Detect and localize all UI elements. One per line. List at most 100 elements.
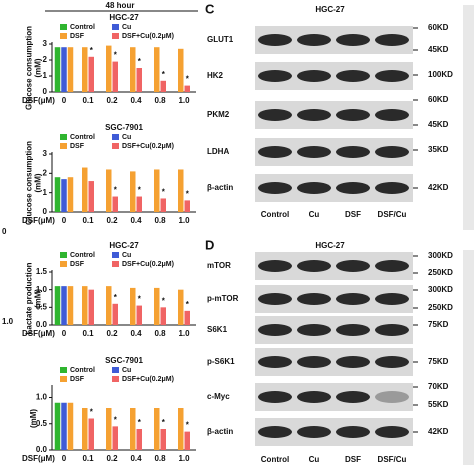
blot-band xyxy=(375,109,409,121)
cropped-blot xyxy=(463,5,474,230)
blot-band xyxy=(375,146,409,158)
blot-band xyxy=(258,391,292,403)
bar xyxy=(82,47,88,92)
legend-swatch xyxy=(60,143,67,149)
bar xyxy=(106,408,112,450)
bar xyxy=(136,305,142,325)
marker-label: 300KD xyxy=(428,285,453,294)
significance-mark: * xyxy=(138,57,142,66)
blot-band xyxy=(297,260,331,272)
blot-band xyxy=(297,293,331,305)
y-axis-title-line: (mM) xyxy=(34,58,43,77)
significance-mark: * xyxy=(162,70,166,79)
blot-band xyxy=(375,426,409,438)
marker-label: 75KD xyxy=(428,320,449,329)
panel-letter: C xyxy=(205,1,215,16)
y-tick-label: 1.0 xyxy=(36,285,48,294)
marker-label: 100KD xyxy=(428,70,453,79)
y-axis-title: Glucose consumption(mM) xyxy=(25,26,43,110)
legend-label: DSF xyxy=(70,33,85,40)
blot-band xyxy=(297,70,331,82)
blot-band xyxy=(375,356,409,368)
bar xyxy=(112,426,118,450)
legend-label: DSF+Cu(0.2μM) xyxy=(122,261,174,268)
x-tick-label: 0.1 xyxy=(82,329,94,338)
legend-label: Control xyxy=(70,24,95,31)
bar xyxy=(54,286,61,325)
marker-label: 45KD xyxy=(428,120,449,129)
blot-band xyxy=(258,324,292,336)
blot-band xyxy=(297,426,331,438)
row-label: HK2 xyxy=(207,71,224,80)
blot-band xyxy=(375,182,409,194)
blot-band xyxy=(297,356,331,368)
y-tick-label: 2 xyxy=(43,55,48,64)
bar xyxy=(82,408,88,450)
blot-band xyxy=(336,34,370,46)
y-axis-title-line: (mM) xyxy=(34,289,43,308)
bar xyxy=(154,47,160,92)
x-tick-label: 0 xyxy=(62,216,67,225)
x-tick-label: 0.8 xyxy=(154,329,166,338)
bar xyxy=(184,85,190,92)
x-tick-label: 0 xyxy=(62,454,67,463)
y-tick-label: 0.5 xyxy=(36,302,48,311)
bar xyxy=(88,289,94,325)
bar xyxy=(154,287,160,325)
blot-band xyxy=(297,182,331,194)
significance-mark: * xyxy=(138,186,142,195)
blot-band xyxy=(375,324,409,336)
y-tick-label: 0.0 xyxy=(36,320,48,329)
marker-label: 60KD xyxy=(428,95,449,104)
y-tick-label: 3 xyxy=(43,149,48,158)
blot-band xyxy=(258,182,292,194)
x-axis-title: DSF(μM) xyxy=(22,329,55,338)
x-tick-label: 0 xyxy=(62,329,67,338)
chart-title: HGC-27 xyxy=(109,241,139,250)
bar xyxy=(54,177,61,212)
blot-band xyxy=(336,324,370,336)
blot-band xyxy=(336,391,370,403)
chart-title: SGC-7901 xyxy=(105,356,143,365)
blot-band xyxy=(336,109,370,121)
lane-label: DSF/Cu xyxy=(378,210,407,219)
x-tick-label: 0.1 xyxy=(82,96,94,105)
lane-label: DSF/Cu xyxy=(378,455,407,464)
bar xyxy=(130,171,136,212)
header: 48 hour xyxy=(106,1,135,10)
blot-band xyxy=(258,293,292,305)
y-axis-title: (mM) xyxy=(29,409,38,428)
x-tick-label: 0.4 xyxy=(130,216,142,225)
bar xyxy=(88,181,94,212)
x-tick-label: 0.1 xyxy=(82,216,94,225)
legend-label: Control xyxy=(70,367,95,374)
blot-band xyxy=(336,260,370,272)
edge-fragment: 0 xyxy=(2,227,7,236)
significance-mark: * xyxy=(186,75,190,84)
blot-band xyxy=(336,426,370,438)
x-tick-label: 1.0 xyxy=(178,96,190,105)
bar xyxy=(160,80,166,92)
row-label: S6K1 xyxy=(207,325,228,334)
legend-label: DSF xyxy=(70,376,85,383)
significance-mark: * xyxy=(186,421,190,430)
significance-mark: * xyxy=(114,186,118,195)
legend-swatch xyxy=(112,143,119,149)
chart-title: SGC-7901 xyxy=(105,123,143,132)
chart-title: HGC-27 xyxy=(109,13,139,22)
bar xyxy=(112,61,118,92)
legend-swatch xyxy=(60,261,67,267)
cropped-blot xyxy=(463,250,474,465)
significance-mark: * xyxy=(138,295,142,304)
bar xyxy=(67,402,74,450)
blot-band xyxy=(258,34,292,46)
panel-title: HGC-27 xyxy=(315,5,345,14)
legend-swatch xyxy=(112,376,119,382)
legend-swatch xyxy=(60,134,67,140)
y-axis-title: Lactate production(mM) xyxy=(25,262,43,334)
row-label: mTOR xyxy=(207,261,231,270)
x-tick-label: 0.2 xyxy=(106,96,118,105)
x-tick-label: 0.2 xyxy=(106,216,118,225)
bar xyxy=(61,402,67,450)
